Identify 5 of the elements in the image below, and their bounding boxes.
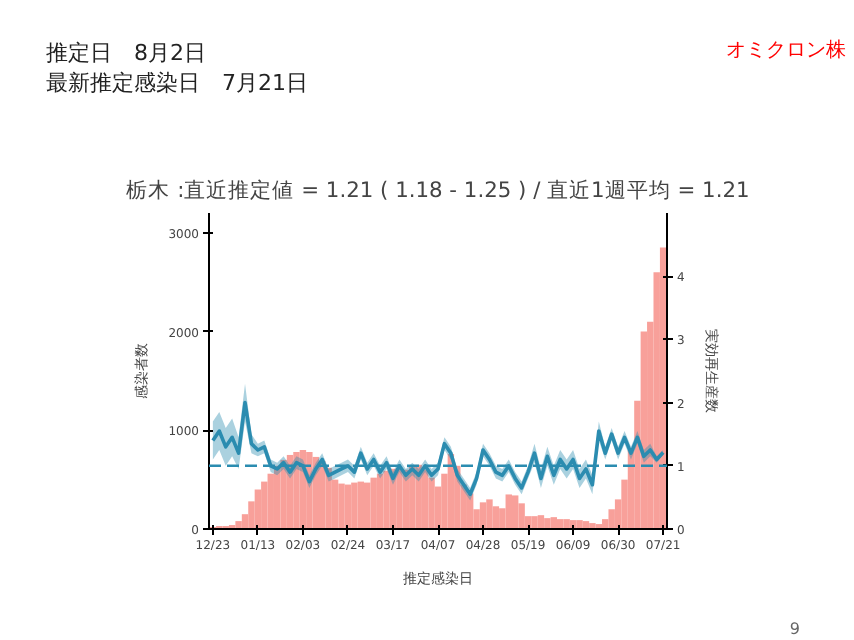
text: 推定日 8月2日	[46, 40, 206, 66]
chart-title: 栃木 :直近推定値 = 1.21 ( 1.18 - 1.25 ) / 直近1週平均 = 1.21	[126, 177, 750, 203]
text: 最新推定感染日 7月21日	[46, 70, 308, 96]
text: オミクロン株	[726, 38, 846, 66]
text: 9	[787, 618, 800, 640]
